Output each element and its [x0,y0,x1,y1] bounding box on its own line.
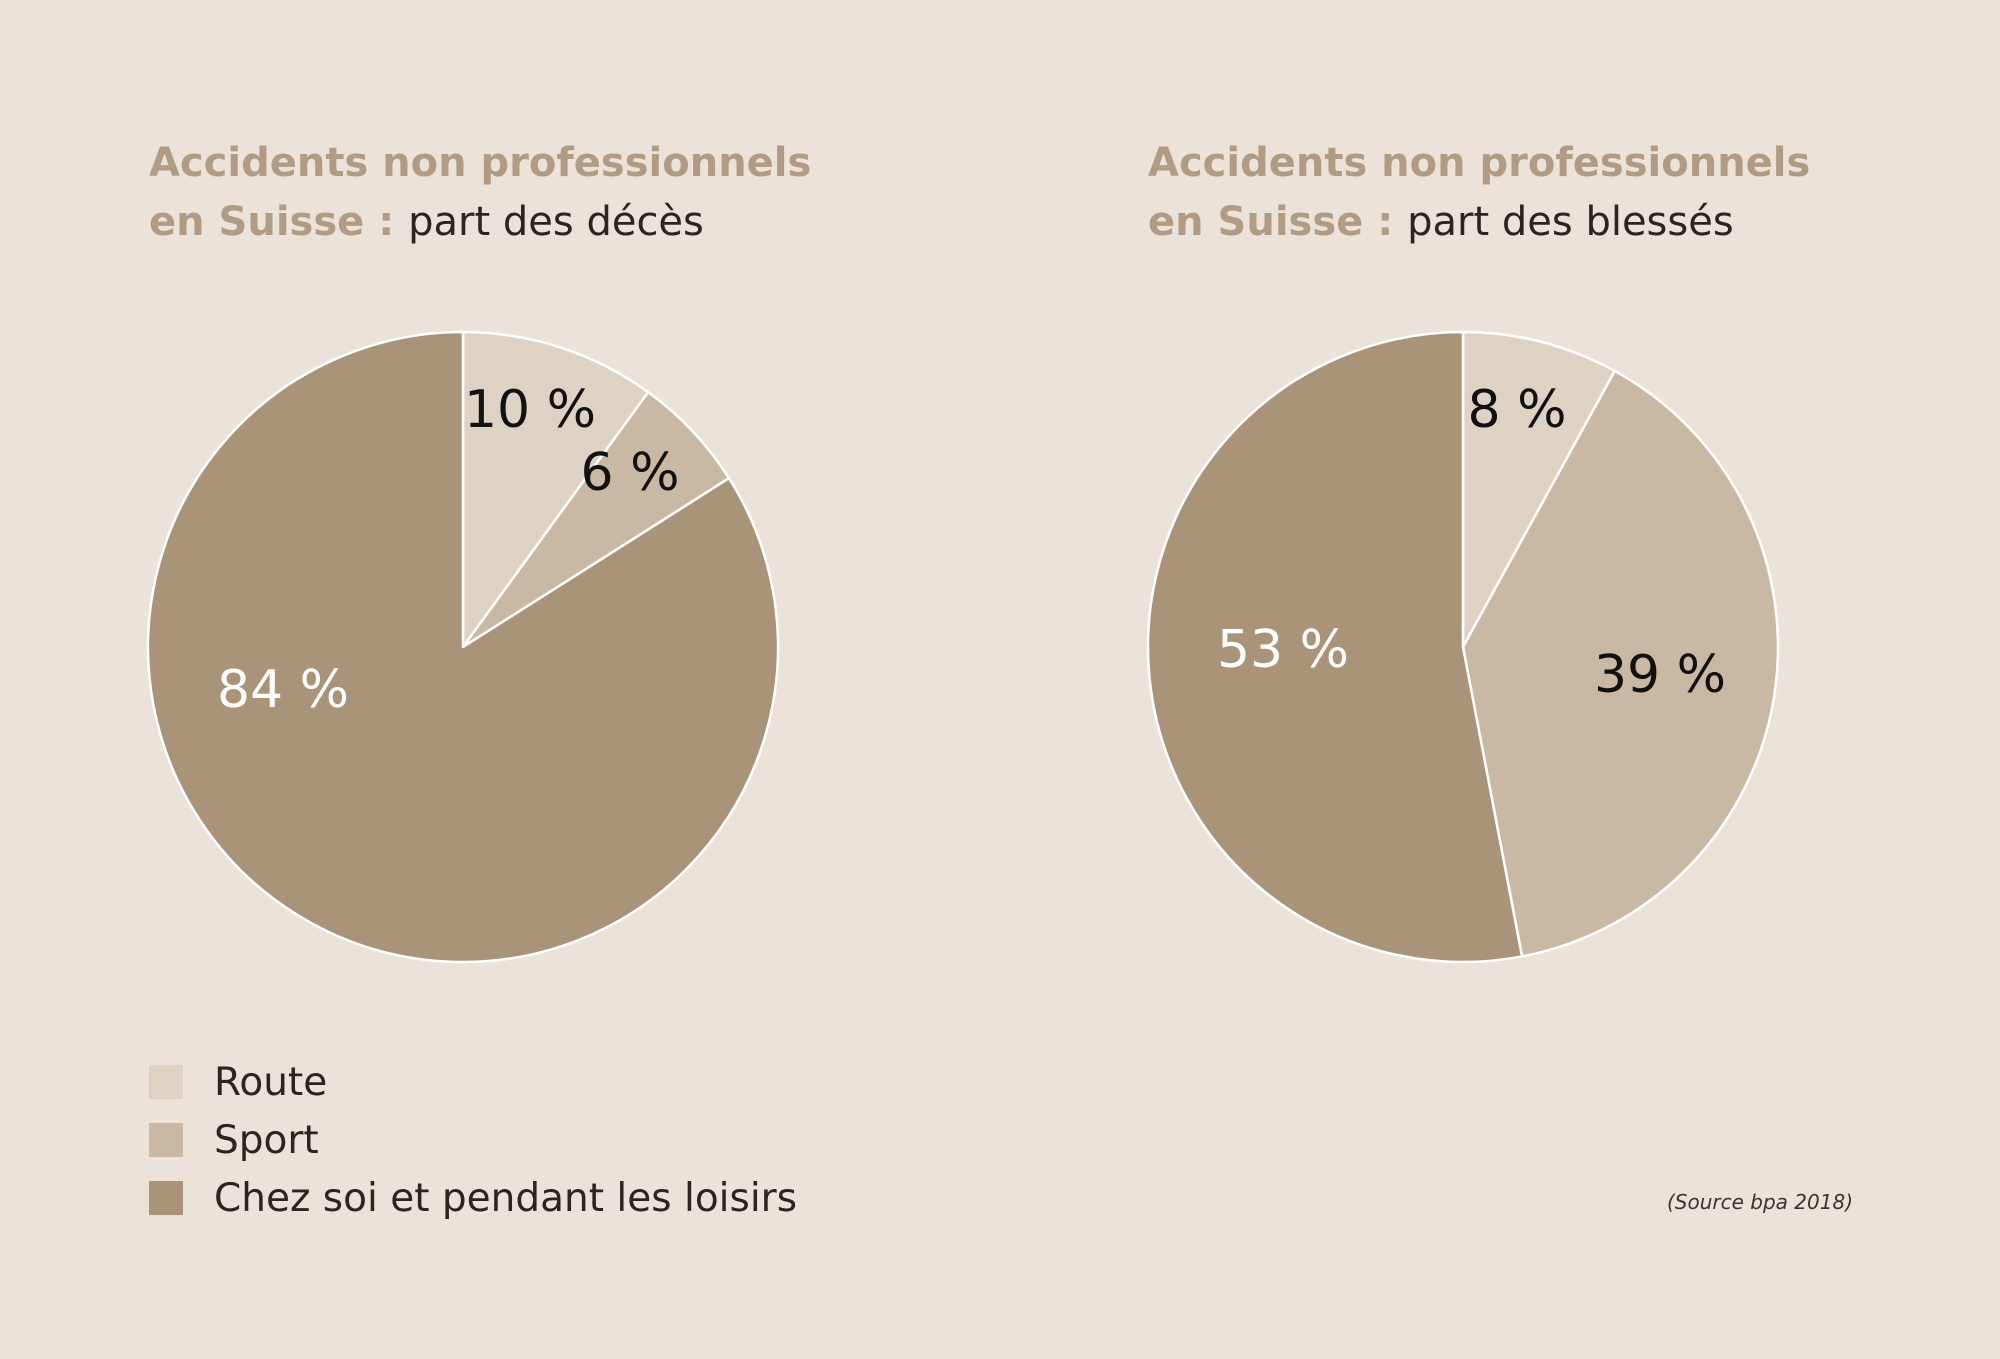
pie-chart-blesses: 8 % 39 % 53 % [1146,330,1780,964]
pie-slice-route [1461,330,1616,649]
title-bold-line2: en Suisse [1148,199,1364,245]
title-bold-line1: Accidents non professionnels [1148,140,1811,186]
pie-slice-sport [1461,369,1780,958]
legend-label: Sport [214,1118,319,1163]
chart-title-blesses: Accidents non professionnels en Suisse :… [1148,134,1810,252]
source-note: (Source bpa 2018) [1667,1190,1853,1214]
data-label-sport: 39 % [1594,645,1726,705]
pie-slice-chez-soi-loisirs [1146,330,1524,964]
title-bold-line1: Accidents non professionnels [149,140,812,186]
chart-title-deces: Accidents non professionnels en Suisse :… [149,134,811,252]
legend-label: Route [214,1060,328,1105]
pie-chart-deces: 10 %6 % 84 % [146,330,780,964]
title-bold-line2: en Suisse [149,199,365,245]
data-label-sport: 6 % [580,443,679,503]
title-subject: part des blessés [1407,199,1734,245]
data-label-route: 10 % [464,380,596,440]
title-separator: : [1363,199,1408,245]
title-separator: : [364,199,409,245]
pie-slice-route [461,330,650,649]
legend-swatch [149,1065,183,1099]
legend-swatch [149,1181,183,1215]
data-label-chez-soi-loisirs: 53 % [1217,620,1349,680]
data-label-chez-soi-loisirs: 84 % [217,660,349,720]
title-subject: part des décès [408,199,704,245]
legend-swatch [149,1123,183,1157]
pie-slice-chez-soi-loisirs [146,330,780,964]
legend-label: Chez soi et pendant les loisirs [214,1176,798,1221]
data-label-route: 8 % [1467,380,1566,440]
pie-slice-sport [461,390,731,649]
